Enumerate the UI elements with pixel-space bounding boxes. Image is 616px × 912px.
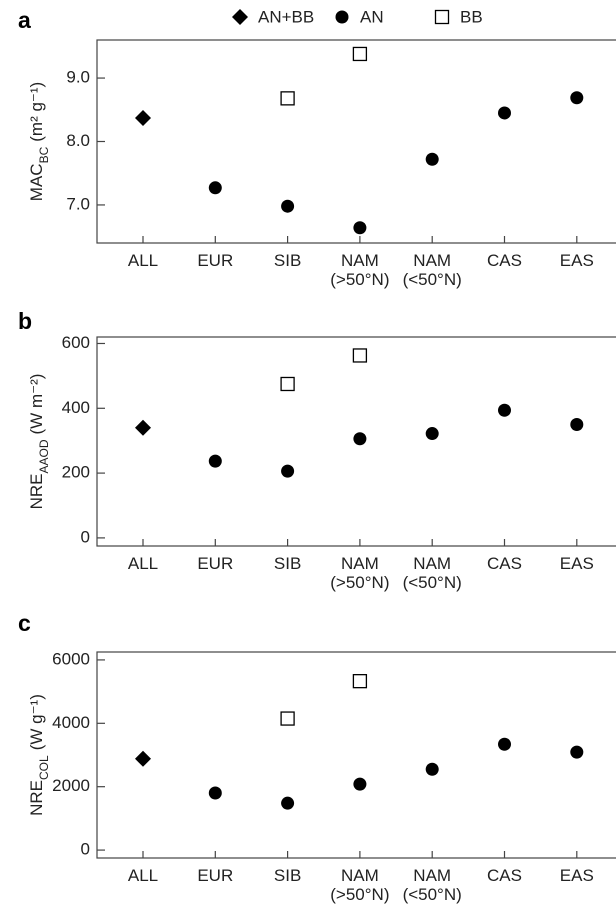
- x-tick-label: EAS: [559, 554, 594, 573]
- marker-circle: [353, 432, 367, 446]
- y-label-subscript: AAOD: [37, 439, 51, 473]
- legend-marker: [434, 9, 450, 25]
- legend-label: BB: [460, 7, 483, 26]
- x-tick-label: SIB: [273, 554, 302, 573]
- x-tick-label: CAS: [487, 866, 522, 885]
- marker-circle: [570, 417, 584, 431]
- x-tick-label: SIB: [273, 866, 302, 885]
- x-tick-label: ALL: [127, 554, 159, 573]
- marker-square: [352, 674, 368, 689]
- x-tick-label: EUR: [197, 554, 234, 573]
- y-label-units: (W m⁻²): [27, 374, 46, 435]
- x-tick-label: ALL: [127, 251, 159, 270]
- marker-diamond: [135, 750, 151, 767]
- x-tick-label: EAS: [559, 251, 594, 270]
- legend-label: AN: [360, 7, 384, 26]
- marker-circle: [570, 745, 584, 759]
- y-axis-label: MACBC (m² g⁻¹): [27, 82, 51, 201]
- y-tick-label: 4000: [52, 713, 90, 732]
- marker-circle: [208, 786, 222, 800]
- y-tick-label: 0: [81, 527, 90, 546]
- y-label-name: MAC: [27, 163, 46, 201]
- marker-diamond: [135, 110, 151, 127]
- x-tick-label: NAM (>50°N): [330, 251, 390, 289]
- y-tick-label: 200: [62, 463, 90, 482]
- y-label-name: NRE: [27, 780, 46, 816]
- panel-label: a: [18, 7, 31, 33]
- marker-circle: [208, 181, 222, 195]
- x-tick-label: SIB: [273, 251, 302, 270]
- x-tick-label: NAM (<50°N): [402, 866, 462, 904]
- y-tick-label: 8.0: [66, 131, 90, 150]
- x-tick-label: NAM (>50°N): [330, 554, 390, 592]
- marker-square: [280, 711, 295, 726]
- marker-circle: [208, 454, 222, 468]
- y-label-subscript: COL: [37, 755, 51, 780]
- legend-marker: [232, 9, 248, 25]
- marker-circle: [425, 152, 439, 166]
- x-tick-label: CAS: [487, 554, 522, 573]
- x-tick-label: NAM (>50°N): [330, 866, 390, 904]
- y-tick-label: 600: [62, 333, 90, 352]
- panel-label: c: [18, 610, 31, 636]
- marker-circle: [281, 199, 295, 213]
- x-tick-label: EUR: [197, 866, 234, 885]
- marker-circle: [498, 737, 511, 751]
- marker-circle: [498, 403, 511, 417]
- marker-circle: [281, 796, 295, 810]
- y-tick-label: 400: [62, 398, 90, 417]
- y-label-units: (W g⁻¹): [27, 694, 46, 750]
- y-tick-label: 7.0: [66, 194, 90, 213]
- y-tick-label: 9.0: [66, 68, 90, 87]
- marker-diamond: [135, 419, 151, 436]
- marker-circle: [570, 91, 584, 105]
- y-label-subscript: BC: [37, 146, 51, 163]
- marker-square: [280, 376, 295, 392]
- y-axis-label: NREAAOD (W m⁻²): [27, 374, 51, 510]
- legend-label: AN+BB: [258, 7, 314, 26]
- legend-marker: [335, 10, 349, 24]
- marker-circle: [353, 221, 367, 235]
- y-tick-label: 0: [81, 840, 90, 859]
- marker-circle: [425, 427, 439, 441]
- x-tick-label: EUR: [197, 251, 234, 270]
- x-tick-label: NAM (<50°N): [402, 251, 462, 289]
- marker-square: [352, 46, 368, 62]
- marker-square: [280, 91, 295, 106]
- y-label-units: (m² g⁻¹): [27, 82, 46, 142]
- x-tick-label: EAS: [559, 866, 594, 885]
- plot-frame: [96, 39, 616, 244]
- y-tick-label: 6000: [52, 649, 90, 668]
- marker-circle: [281, 464, 295, 478]
- y-tick-label: 2000: [52, 776, 90, 795]
- x-tick-label: NAM (<50°N): [402, 554, 462, 592]
- x-tick-label: CAS: [487, 251, 522, 270]
- marker-circle: [498, 106, 511, 120]
- marker-circle: [353, 777, 367, 791]
- x-tick-label: ALL: [127, 866, 159, 885]
- panel-label: b: [18, 308, 32, 334]
- y-axis-label: NRECOL (W g⁻¹): [27, 694, 51, 816]
- marker-circle: [425, 762, 439, 776]
- marker-square: [352, 348, 368, 363]
- y-label-name: NRE: [27, 474, 46, 510]
